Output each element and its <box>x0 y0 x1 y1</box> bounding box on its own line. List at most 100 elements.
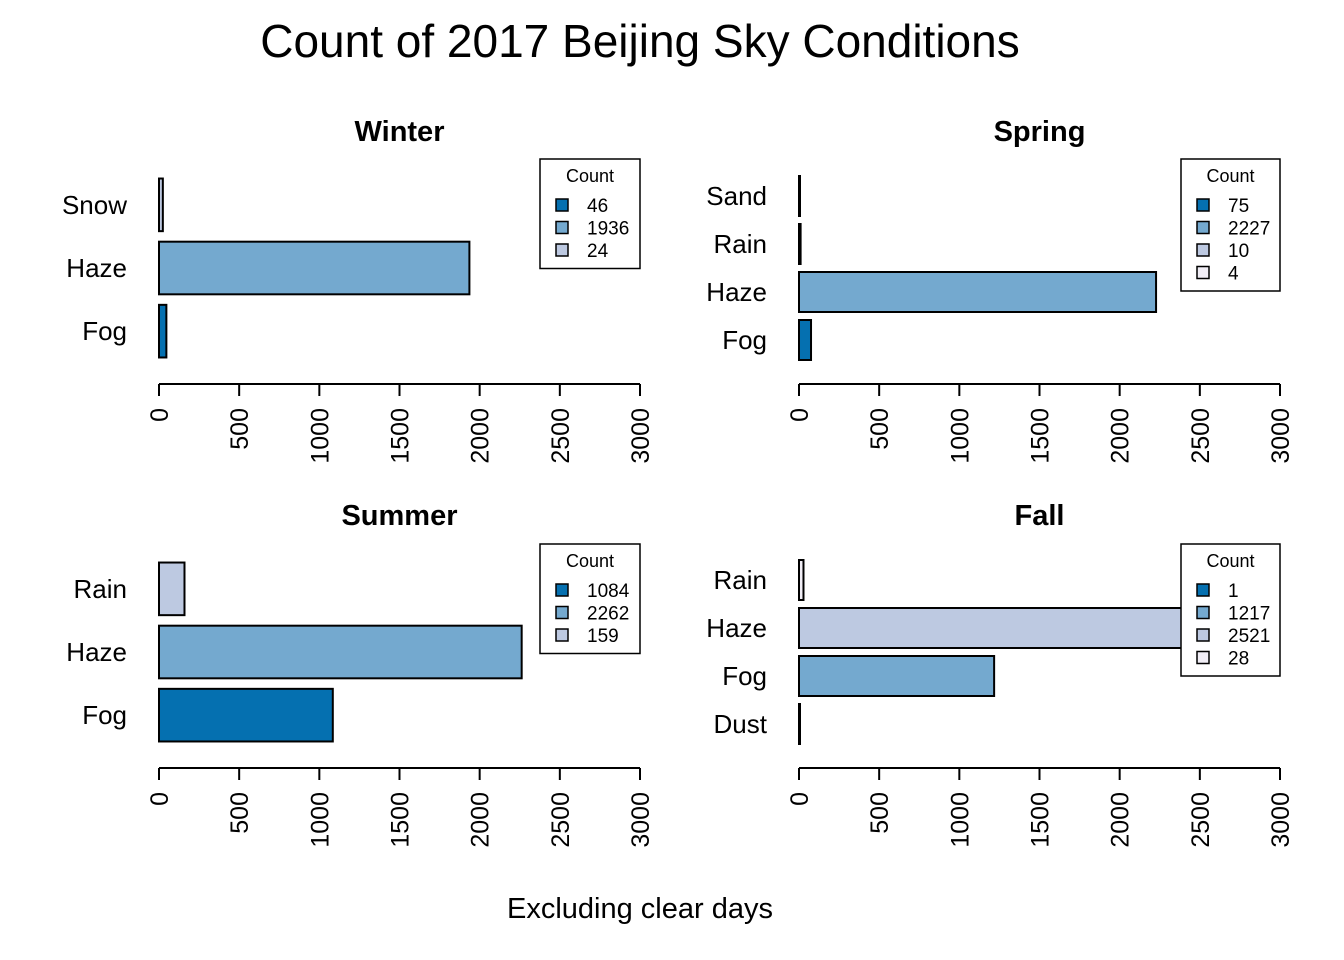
legend-swatch <box>555 583 569 597</box>
x-tick-label: 2500 <box>547 792 575 848</box>
bar-snow <box>158 177 164 233</box>
x-tick-label: 1000 <box>946 408 974 464</box>
x-tick-label: 3000 <box>627 792 655 848</box>
panel-title: Winter <box>355 116 445 148</box>
x-tick-label: 1000 <box>946 792 974 848</box>
x-tick-label: 500 <box>866 792 894 834</box>
panel-title: Summer <box>341 500 457 532</box>
panel-winter: Winter Fog Haze Snow 0 500 1000 1500 2000 2500 300… <box>62 116 655 464</box>
bar-fog <box>158 303 168 359</box>
legend-entry: 2521 <box>1228 626 1270 647</box>
legend-swatch <box>1196 243 1210 257</box>
legend-title: Count <box>566 166 614 186</box>
bar-haze <box>158 240 471 296</box>
x-tick-label: 0 <box>786 408 814 422</box>
x-tick-label: 2000 <box>467 408 495 464</box>
panel-spring: Spring Fog Haze Rain Sand 0 500 1000 1500 2000 250… <box>706 116 1295 464</box>
category-label: Haze <box>66 253 127 283</box>
legend-swatch <box>1196 583 1210 597</box>
bar-fog <box>158 687 334 743</box>
legend-title: Count <box>566 551 614 571</box>
category-label: Sand <box>706 181 767 211</box>
category-label: Haze <box>66 637 127 667</box>
category-label: Rain <box>714 565 767 595</box>
x-tick-label: 500 <box>866 408 894 450</box>
x-tick-label: 2000 <box>1107 792 1135 848</box>
bar-haze <box>158 624 523 680</box>
x-tick-label: 1500 <box>387 408 415 464</box>
x-tick-label: 2500 <box>1187 408 1215 464</box>
category-label: Fog <box>722 325 767 355</box>
legend-swatch <box>555 628 569 642</box>
category-label: Fog <box>82 700 127 730</box>
bar-haze <box>798 271 1158 313</box>
legend-swatch <box>555 198 569 212</box>
page-title: Count of 2017 Beijing Sky Conditions <box>260 15 1020 67</box>
x-tick-label: 2500 <box>547 408 575 464</box>
x-tick-label: 0 <box>146 408 174 422</box>
x-tick-label: 1500 <box>1027 408 1055 464</box>
x-tick-label: 1500 <box>387 792 415 848</box>
x-tick-label: 3000 <box>1267 792 1295 848</box>
bar-rain <box>158 561 186 617</box>
legend-title: Count <box>1206 551 1254 571</box>
bar-dust <box>798 703 801 745</box>
legend-entry: 1936 <box>587 219 629 240</box>
bar-sand <box>798 175 801 217</box>
legend-entry: 28 <box>1228 649 1249 670</box>
panel-summer: Summer Fog Haze Rain 0 500 1000 1500 2000 2500 300… <box>66 500 655 848</box>
category-label: Fog <box>722 661 767 691</box>
category-label: Fog <box>82 316 127 346</box>
bar-haze <box>798 607 1205 649</box>
legend-entry: 1 <box>1228 581 1239 602</box>
legend-entry: 46 <box>587 196 608 217</box>
legend-entry: 159 <box>587 626 619 647</box>
category-label: Dust <box>714 709 768 739</box>
legend-entry: 1084 <box>587 581 630 602</box>
category-label: Rain <box>714 229 767 259</box>
legend-entry: 1217 <box>1228 604 1270 625</box>
legend-title: Count <box>1206 166 1254 186</box>
legend-swatch <box>1196 198 1210 212</box>
panel-title: Spring <box>994 116 1086 148</box>
legend-swatch <box>1196 605 1210 620</box>
legend-entry: 24 <box>587 241 609 262</box>
x-tick-label: 1500 <box>1027 792 1055 848</box>
bar-rain <box>798 223 802 265</box>
legend-entry: 2227 <box>1228 219 1270 240</box>
legend-swatch <box>555 220 569 235</box>
legend-swatch <box>555 605 569 620</box>
legend-swatch <box>1196 220 1210 235</box>
category-label: Haze <box>706 277 767 307</box>
legend-entry: 4 <box>1228 264 1239 285</box>
legend-swatch <box>555 243 569 257</box>
x-tick-label: 1000 <box>306 792 334 848</box>
legend-swatch <box>1196 628 1210 642</box>
legend-swatch <box>1196 265 1210 280</box>
panel-fall: Fall Dust Fog Haze Rain 0 500 1000 1500 2000 2500 3… <box>706 500 1295 848</box>
x-tick-label: 2500 <box>1187 792 1215 848</box>
x-tick-label: 0 <box>786 792 814 806</box>
panel-title: Fall <box>1015 500 1065 532</box>
x-tick-label: 2000 <box>467 792 495 848</box>
category-label: Snow <box>62 190 127 220</box>
x-tick-label: 1000 <box>306 408 334 464</box>
legend-swatch <box>1196 650 1210 665</box>
x-tick-label: 3000 <box>627 408 655 464</box>
category-label: Rain <box>74 574 127 604</box>
bar-rain <box>798 559 805 601</box>
legend-entry: 10 <box>1228 241 1249 262</box>
legend-entry: 2262 <box>587 604 629 625</box>
bar-fog <box>798 319 813 361</box>
x-tick-label: 500 <box>226 792 254 834</box>
chart-caption: Excluding clear days <box>507 893 773 925</box>
x-tick-label: 3000 <box>1267 408 1295 464</box>
category-label: Haze <box>706 613 767 643</box>
bar-fog <box>798 655 996 697</box>
x-tick-label: 500 <box>226 408 254 450</box>
legend-entry: 75 <box>1228 196 1249 217</box>
